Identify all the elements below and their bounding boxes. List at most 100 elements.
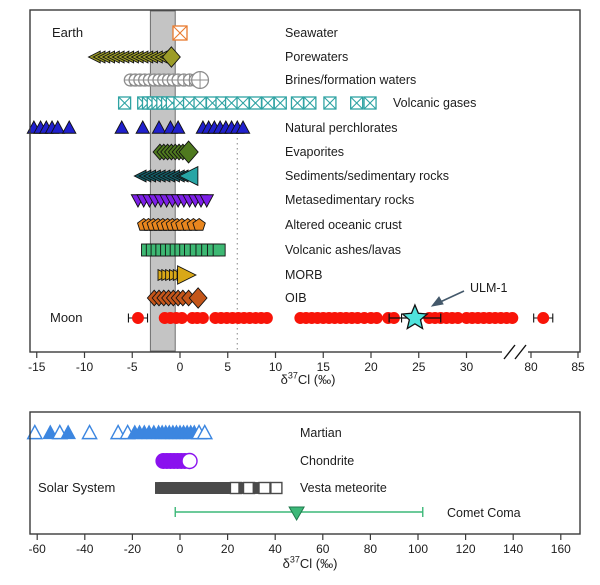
axis-label-delta: δ (280, 372, 288, 387)
x-tick-label: 20 (364, 360, 378, 374)
x-tick-label: -5 (126, 360, 138, 374)
x-tick-label: -60 (28, 542, 46, 556)
marker (132, 312, 144, 324)
axis-label-rest: Cl (‰) (297, 372, 336, 387)
series-label-volcanic-gases: Volcanic gases (393, 96, 477, 110)
axis-label-rest: Cl (‰) (299, 556, 338, 571)
marker (303, 96, 317, 110)
x-tick-label: 25 (412, 360, 426, 374)
comet-center-marker (288, 506, 305, 522)
x-tick-label: 40 (268, 542, 282, 556)
series-label-porewaters: Porewaters (285, 50, 349, 64)
solar-system-label: Solar System (38, 480, 116, 495)
marker (537, 312, 550, 324)
ulm1-star (400, 303, 429, 330)
top-x-axis-label: δ37Cl (‰) (248, 371, 368, 388)
series-label-martian: Martian (300, 426, 342, 440)
series-label-altered-crust: Altered oceanic crust (285, 218, 402, 232)
marker (350, 96, 364, 110)
marker (170, 120, 186, 134)
earth-label: Earth (52, 25, 84, 40)
x-tick-label: -20 (123, 542, 142, 556)
marker (172, 25, 188, 41)
marker (196, 424, 214, 440)
axis-break-slash (514, 344, 527, 360)
marker (135, 120, 151, 134)
x-tick-label: 0 (176, 360, 184, 374)
marker (178, 140, 199, 164)
marker (236, 96, 250, 110)
marker (178, 165, 199, 187)
ulm1-arrowhead (430, 296, 444, 307)
x-tick-label: 5 (224, 360, 232, 374)
marker (258, 481, 271, 495)
ulm1-annotation-label: ULM-1 (470, 281, 508, 295)
x-tick-label: 0 (176, 542, 184, 556)
solar-system-panel-border (29, 411, 581, 535)
axis-break-slash (503, 344, 516, 360)
marker (225, 96, 238, 110)
marker (323, 96, 337, 110)
marker (192, 217, 206, 231)
marker (270, 481, 283, 495)
x-tick-label: -15 (28, 360, 46, 374)
series-label-comet-coma: Comet Coma (447, 506, 521, 520)
marker (118, 96, 131, 110)
marker (50, 120, 66, 134)
series-label-vesta: Vesta meteorite (300, 481, 387, 495)
series-label-metasedimentary: Metasedimentary rocks (285, 193, 415, 207)
marker (291, 96, 304, 110)
marker (161, 46, 181, 68)
marker (273, 96, 287, 110)
marker (114, 120, 130, 134)
marker (61, 120, 77, 134)
marker (260, 312, 273, 324)
series-label-morb: MORB (285, 268, 323, 282)
marker (249, 96, 262, 110)
marker (370, 312, 383, 324)
bottom-x-axis-label: δ37Cl (‰) (250, 554, 370, 572)
series-label-sediments: Sediments/sedimentary rocks (285, 169, 449, 183)
marker (212, 243, 226, 257)
x-tick-label: 10 (268, 360, 283, 374)
marker (26, 424, 44, 440)
marker (151, 120, 167, 134)
marker (506, 312, 519, 324)
marker (199, 194, 215, 208)
axis-label-isotope: 37 (289, 554, 300, 565)
ulm1-arrow (437, 290, 465, 304)
axis-break-gap (502, 344, 528, 360)
x-tick-label: 120 (455, 542, 476, 556)
x-tick-label: 160 (550, 542, 571, 556)
x-tick-label: 85 (571, 360, 585, 374)
marker (181, 452, 198, 470)
moon-label: Moon (50, 310, 83, 325)
marker (81, 424, 98, 440)
marker (60, 424, 77, 440)
marker (193, 96, 207, 110)
x-tick-label: 60 (316, 542, 330, 556)
series-label-volcanic-ashes: Volcanic ashes/lavas (285, 243, 402, 257)
series-label-seawater: Seawater (285, 26, 338, 40)
x-tick-label: 80 (363, 542, 378, 556)
x-tick-label: -40 (76, 542, 94, 556)
x-tick-label: 140 (503, 542, 524, 556)
series-label-perchlorates: Natural perchlorates (285, 121, 398, 135)
series-label-oib: OIB (285, 291, 307, 305)
axis-label-delta: δ (282, 556, 290, 571)
marker (196, 312, 209, 324)
marker (261, 96, 275, 110)
x-tick-label: 80 (524, 360, 538, 374)
x-tick-label: -10 (75, 360, 94, 374)
earth-moon-panel-border (29, 9, 581, 353)
marker (235, 120, 251, 134)
marker (363, 96, 377, 110)
series-label-evaporites: Evaporites (285, 145, 345, 159)
x-tick-label: 100 (407, 542, 429, 556)
x-tick-label: 15 (316, 360, 330, 374)
marker (177, 265, 197, 285)
x-tick-label: 20 (220, 542, 235, 556)
marker (188, 287, 208, 309)
